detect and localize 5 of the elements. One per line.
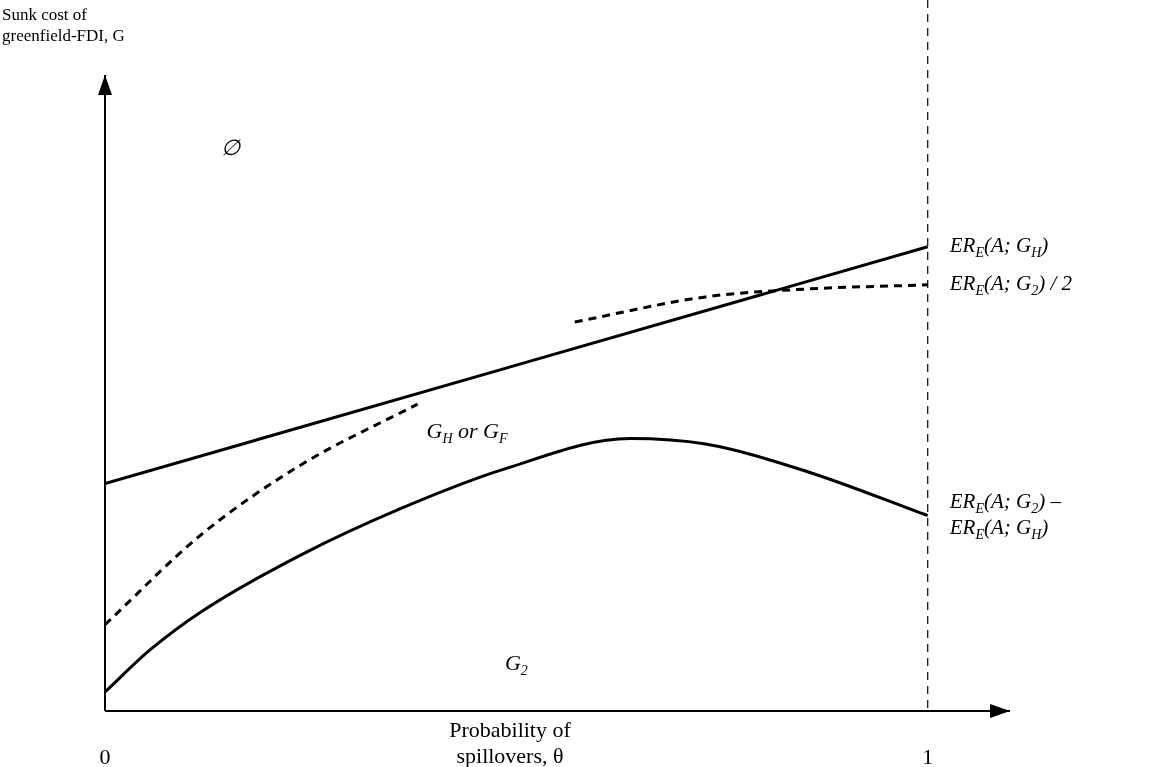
x-tick-label: 1	[922, 743, 934, 767]
x-tick-label: 0	[99, 743, 111, 767]
text: ∅	[221, 135, 242, 161]
x-axis-title: Probability of spillovers, θ	[448, 717, 572, 767]
text: Sunk cost of greenfield-FDI, G	[2, 4, 126, 46]
